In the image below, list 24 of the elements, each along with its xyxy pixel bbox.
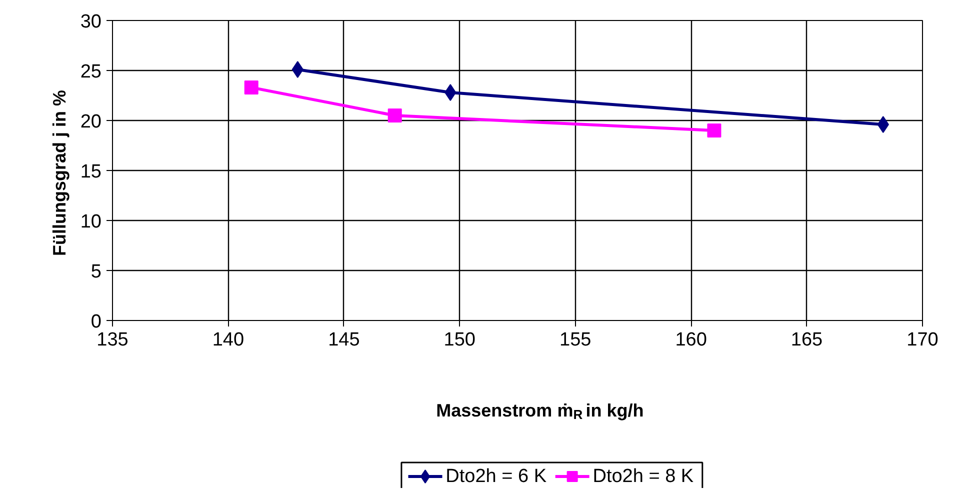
- x-tick-label: 135: [96, 330, 128, 350]
- x-tick-label: 145: [328, 330, 360, 350]
- x-tick-label: 155: [560, 330, 592, 350]
- y-tick-label: 0: [90, 312, 102, 332]
- y-axis-title: Füllungsgrad j in %: [49, 90, 70, 256]
- y-tick-label: 30: [80, 12, 102, 32]
- x-tick-label: 165: [790, 330, 823, 350]
- y-tick-label: 5: [90, 262, 102, 282]
- x-tick-label: 150: [444, 330, 476, 350]
- legend-label: Dto2h = 8 K: [592, 466, 694, 487]
- point: [444, 84, 456, 101]
- point: [292, 61, 304, 78]
- point: [707, 124, 722, 138]
- point: [244, 80, 258, 94]
- y-tick-label: 20: [80, 112, 102, 132]
- x-tick-label: 140: [212, 330, 244, 350]
- y-tick-label: 15: [80, 162, 102, 182]
- x-tick-label: 170: [906, 330, 938, 350]
- legend-label: Dto2h = 6 K: [446, 466, 547, 487]
- point: [388, 108, 402, 122]
- y-tick-label: 10: [80, 212, 102, 232]
- y-tick-label: 25: [80, 62, 102, 82]
- point: [877, 116, 889, 133]
- x-tick-label: 160: [675, 330, 707, 350]
